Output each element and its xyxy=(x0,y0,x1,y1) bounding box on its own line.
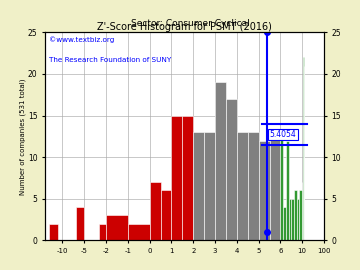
Bar xyxy=(204,132,215,240)
Bar xyxy=(128,224,150,240)
Text: The Research Foundation of SUNY: The Research Foundation of SUNY xyxy=(49,57,171,63)
Bar xyxy=(226,99,237,240)
Bar xyxy=(248,132,258,240)
Bar xyxy=(258,140,270,240)
Text: 5.4054: 5.4054 xyxy=(270,130,296,139)
Bar xyxy=(150,182,161,240)
Bar xyxy=(286,140,289,240)
Text: Sector: Consumer Cyclical: Sector: Consumer Cyclical xyxy=(131,19,250,28)
Bar xyxy=(283,207,286,240)
Bar xyxy=(161,190,171,240)
Bar xyxy=(49,224,58,240)
Title: Z'-Score Histogram for PSMT (2016): Z'-Score Histogram for PSMT (2016) xyxy=(97,22,272,32)
Bar xyxy=(193,132,204,240)
Bar xyxy=(106,215,128,240)
Bar xyxy=(215,82,226,240)
Text: ©www.textbiz.org: ©www.textbiz.org xyxy=(49,36,114,43)
Bar xyxy=(289,199,291,240)
Bar xyxy=(304,157,305,240)
Bar xyxy=(76,207,84,240)
Bar xyxy=(237,132,248,240)
Bar xyxy=(182,116,193,240)
Bar xyxy=(291,199,294,240)
Bar xyxy=(300,190,302,240)
Y-axis label: Number of companies (531 total): Number of companies (531 total) xyxy=(20,78,26,195)
Bar xyxy=(280,132,283,240)
Bar xyxy=(99,224,106,240)
Bar xyxy=(270,132,280,240)
Bar xyxy=(294,190,297,240)
Bar xyxy=(171,116,182,240)
Bar xyxy=(297,199,300,240)
